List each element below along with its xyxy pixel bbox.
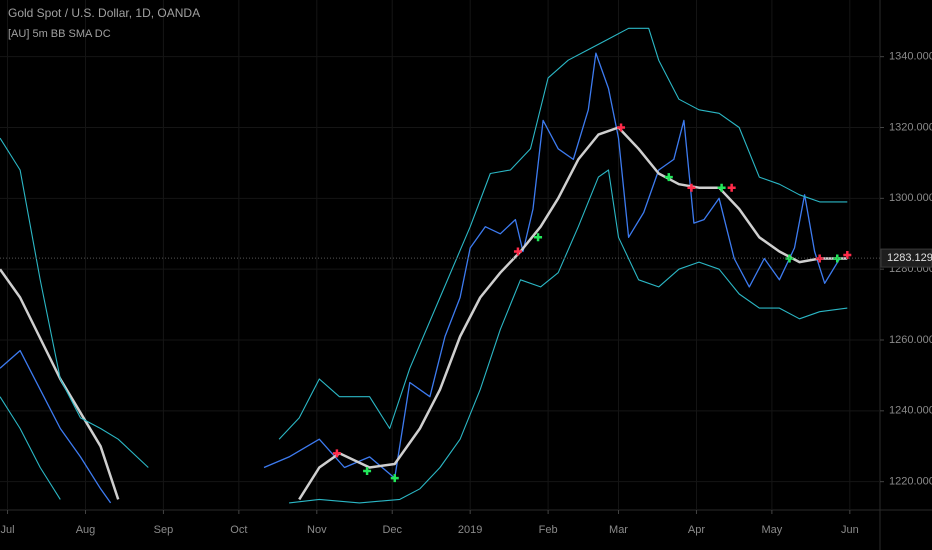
- signal-marker: [727, 183, 736, 192]
- y-tick-label: 1220.000: [889, 476, 932, 488]
- grid: [0, 0, 880, 510]
- plot-area: [0, 27, 880, 504]
- signal-marker: [513, 247, 522, 256]
- y-tick-label: 1320.000: [889, 121, 932, 133]
- x-tick-label: Dec: [382, 524, 402, 536]
- y-tick-label: 1340.000: [889, 51, 932, 63]
- y-tick-label: 1260.000: [889, 334, 932, 346]
- chart-title: Gold Spot / U.S. Dollar, 1D, OANDA: [8, 6, 200, 20]
- x-tick-label: Jun: [841, 524, 859, 536]
- signal-marker: [664, 173, 673, 182]
- signal-marker: [390, 474, 399, 483]
- signal-marker: [843, 251, 852, 259]
- y-tick-label: 1300.000: [889, 192, 932, 204]
- x-tick-label: Apr: [688, 524, 705, 536]
- signal-marker: [534, 233, 543, 242]
- series-line: [0, 52, 848, 504]
- chart-subtitle: [AU] 5m BB SMA DC: [8, 28, 111, 40]
- x-tick-label: 2019: [458, 524, 482, 536]
- y-tick-label: 1240.000: [889, 405, 932, 417]
- signal-marker: [617, 123, 626, 132]
- x-tick-label: Jul: [1, 524, 15, 536]
- last-price-box: [880, 248, 932, 268]
- signal-marker: [363, 467, 372, 476]
- x-tick-label: Feb: [539, 524, 558, 536]
- series-line: [0, 27, 848, 468]
- axes: 1220.0001240.0001260.0001280.0001300.000…: [1, 51, 932, 536]
- x-tick-label: Sep: [154, 524, 174, 536]
- signal-marker: [717, 183, 726, 192]
- x-tick-label: Nov: [307, 524, 327, 536]
- signal-marker: [332, 449, 341, 458]
- series-line: [0, 169, 848, 504]
- last-price-label: 1283.129: [887, 252, 932, 264]
- x-tick-label: Oct: [230, 524, 247, 536]
- x-tick-label: May: [761, 524, 782, 536]
- x-tick-label: Aug: [76, 524, 96, 536]
- series-line: [0, 126, 848, 501]
- signal-marker: [687, 183, 696, 192]
- x-tick-label: Mar: [609, 524, 628, 536]
